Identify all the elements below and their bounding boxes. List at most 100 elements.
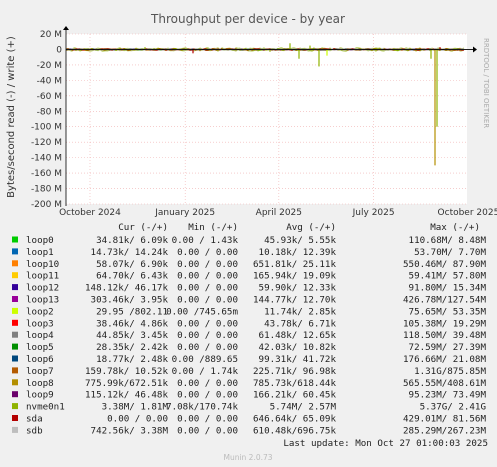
legend-series-name: loop2 xyxy=(26,306,54,317)
legend-value-min: 0.00 / 1.74k xyxy=(172,366,239,377)
x-tick-label: April 2025 xyxy=(256,208,302,218)
legend-value-min: 0.00 / 0.00 xyxy=(177,330,238,341)
legend-column-header: Cur (-/+) xyxy=(118,222,168,233)
legend-value-avg: 45.93k/ 5.55k xyxy=(264,235,336,246)
y-tick-label: -80 M xyxy=(37,107,62,117)
legend-value-max: 53.70M/ 7.70M xyxy=(414,247,486,258)
legend-value-max: 72.59M/ 27.39M xyxy=(409,342,487,353)
x-axis-arrow xyxy=(473,46,477,53)
y-tick-label: 20 M xyxy=(40,30,62,40)
y-axis-arrow xyxy=(63,26,69,30)
legend-value-min: 0.00 / 0.00 xyxy=(177,259,238,270)
legend-value-avg: 646.64k/ 65.09k xyxy=(253,414,336,425)
legend-value-cur: 148.12k/ 46.17k xyxy=(85,283,168,294)
legend-value-min: 0.00 / 0.00 xyxy=(177,342,238,353)
legend-value-cur: 159.78k/ 10.52k xyxy=(85,366,168,377)
legend-value-cur: 64.70k/ 6.43k xyxy=(96,271,168,282)
y-tick-label: -140 M xyxy=(31,154,62,164)
x-tick-label: October 2024 xyxy=(59,208,121,218)
legend-value-cur: 3.38M/ 1.81M xyxy=(102,402,169,413)
legend-value-avg: 225.71k/ 96.98k xyxy=(253,366,336,377)
legend-value-min: 0.00 / 0.00 xyxy=(177,318,238,329)
legend-column-header: Min (-/+) xyxy=(188,222,238,233)
legend-swatch xyxy=(12,367,18,374)
legend-series-name: loop6 xyxy=(26,354,54,365)
legend-value-avg: 11.74k/ 2.85k xyxy=(264,306,336,317)
axes xyxy=(63,26,477,206)
legend-series-name: loop13 xyxy=(26,295,59,306)
legend-swatch xyxy=(12,379,18,386)
legend: Cur (-/+) Min (-/+) Avg (-/+) Max (-/+) loop… xyxy=(12,222,486,436)
legend-swatch xyxy=(12,343,18,350)
legend-swatch xyxy=(12,403,18,410)
legend-value-min: 0.00 / 0.00 xyxy=(177,414,238,425)
legend-value-min: 0.00 / 0.00 xyxy=(177,247,238,258)
legend-value-min: 0.00 / 0.00 xyxy=(177,390,238,401)
legend-series-name: loop0 xyxy=(26,235,54,246)
rrdtool-credit: RRDTOOL / TOBI OETIKER xyxy=(482,38,490,128)
legend-series-name: loop12 xyxy=(26,283,59,294)
y-tick-label: 0 xyxy=(56,45,62,55)
grid-lines xyxy=(66,33,467,205)
legend-value-cur: 115.12k/ 46.48k xyxy=(85,390,168,401)
legend-value-avg: 610.48k/696.75k xyxy=(253,425,336,436)
legend-value-min: 0.00 / 0.00 xyxy=(177,271,238,282)
legend-swatch xyxy=(12,284,18,291)
legend-value-cur: 303.46k/ 3.95k xyxy=(91,295,169,306)
legend-swatch xyxy=(12,415,18,421)
y-axis-ticks: 20 M 0 -20 M -40 M -60 M -80 M -100 M -120 M -14… xyxy=(31,30,62,210)
legend-value-max: 91.80M/ 15.34M xyxy=(409,283,487,294)
legend-swatch xyxy=(12,426,18,433)
legend-value-cur: 742.56k/ 3.38M xyxy=(91,425,169,436)
legend-value-avg: 5.74M/ 2.57M xyxy=(270,402,337,413)
legend-value-avg: 42.03k/ 10.82k xyxy=(259,342,337,353)
legend-series-name: loop4 xyxy=(26,330,54,341)
legend-value-avg: 651.81k/ 25.11k xyxy=(253,259,336,270)
legend-value-cur: 0.00 / 0.00 xyxy=(107,414,168,425)
legend-value-min: 0.00 / 0.00 xyxy=(177,295,238,306)
y-tick-label: -120 M xyxy=(31,138,62,148)
legend-series-name: loop1 xyxy=(26,247,54,258)
y-axis-label: Bytes/second read (-) / write (+) xyxy=(6,36,17,198)
plot-area xyxy=(66,34,467,204)
legend-value-min: 0.00 / 0.00 xyxy=(177,425,238,436)
munin-version: Munin 2.0.73 xyxy=(223,453,272,462)
legend-value-cur: 775.99k/672.51k xyxy=(85,378,168,389)
legend-value-max: 550.46M/ 87.90M xyxy=(403,259,486,270)
legend-swatch xyxy=(12,248,18,255)
legend-series-name: nvme0n1 xyxy=(26,402,65,413)
legend-series-name: loop7 xyxy=(26,366,54,377)
legend-swatch xyxy=(12,272,18,279)
legend-swatch xyxy=(12,319,18,326)
legend-series-name: sda xyxy=(26,414,43,425)
x-tick-label: October 2025 xyxy=(438,208,497,218)
legend-value-min: 0.00 / 0.00 xyxy=(177,283,238,294)
y-tick-label: -100 M xyxy=(31,123,62,133)
legend-value-min: 0.00 /745.65m xyxy=(166,306,238,317)
legend-value-avg: 165.94k/ 19.09k xyxy=(253,271,336,282)
legend-swatch xyxy=(12,331,18,338)
x-tick-label: July 2025 xyxy=(352,208,395,218)
legend-value-avg: 61.48k/ 12.65k xyxy=(259,330,337,341)
legend-swatch xyxy=(12,236,18,243)
legend-value-min: 0.00 /889.65 xyxy=(172,354,238,365)
legend-swatch xyxy=(12,296,18,302)
legend-series-name: loop8 xyxy=(26,378,54,389)
legend-value-max: 75.65M/ 53.35M xyxy=(409,306,487,317)
legend-value-avg: 785.73k/618.44k xyxy=(253,378,336,389)
legend-value-cur: 28.35k/ 2.42k xyxy=(96,342,168,353)
legend-swatch xyxy=(12,355,18,362)
legend-value-cur: 29.95 /802.11 xyxy=(96,306,168,317)
y-tick-label: -160 M xyxy=(31,169,62,179)
legend-series-name: loop11 xyxy=(26,271,59,282)
legend-value-max: 105.38M/ 19.29M xyxy=(403,318,486,329)
legend-value-avg: 99.31k/ 41.72k xyxy=(259,354,337,365)
legend-value-avg: 166.21k/ 60.45k xyxy=(253,390,336,401)
legend-value-max: 429.01M/ 81.56M xyxy=(403,414,486,425)
legend-value-cur: 18.77k/ 2.48k xyxy=(96,354,168,365)
y-tick-label: -60 M xyxy=(37,92,62,102)
legend-value-avg: 10.18k/ 12.39k xyxy=(259,247,337,258)
y-tick-label: -40 M xyxy=(37,76,62,86)
legend-value-max: 176.66M/ 21.08M xyxy=(403,354,486,365)
